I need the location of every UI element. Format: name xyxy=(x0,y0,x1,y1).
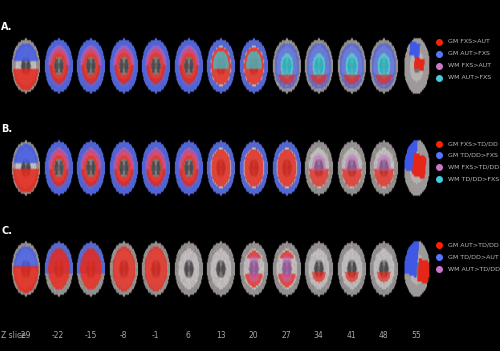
Text: A.: A. xyxy=(1,22,12,32)
Text: -22: -22 xyxy=(52,331,64,340)
Text: -1: -1 xyxy=(152,331,160,340)
Text: 20: 20 xyxy=(248,331,258,340)
Text: B.: B. xyxy=(1,124,12,134)
Text: WM AUT>TD/DD: WM AUT>TD/DD xyxy=(448,267,500,272)
Text: 34: 34 xyxy=(314,331,324,340)
Text: -15: -15 xyxy=(84,331,96,340)
Text: GM TD/DD>AUT: GM TD/DD>AUT xyxy=(448,255,498,260)
Text: GM FXS>AUT: GM FXS>AUT xyxy=(448,39,490,44)
Text: -29: -29 xyxy=(19,331,32,340)
Text: WM FXS>AUT: WM FXS>AUT xyxy=(448,63,490,68)
Text: 48: 48 xyxy=(379,331,388,340)
Text: GM TD/DD>FXS: GM TD/DD>FXS xyxy=(448,153,498,158)
Text: 41: 41 xyxy=(346,331,356,340)
Text: WM AUT>FXS: WM AUT>FXS xyxy=(448,75,490,80)
Text: 13: 13 xyxy=(216,331,226,340)
Text: 6: 6 xyxy=(186,331,190,340)
Text: Z slice: Z slice xyxy=(1,331,26,340)
Text: WM FXS>TD/DD: WM FXS>TD/DD xyxy=(448,165,498,170)
Text: GM FXS>TD/DD: GM FXS>TD/DD xyxy=(448,141,498,146)
Text: GM AUT>TD/DD: GM AUT>TD/DD xyxy=(448,243,498,248)
Text: C.: C. xyxy=(1,226,12,236)
Text: -8: -8 xyxy=(120,331,127,340)
Text: 55: 55 xyxy=(412,331,421,340)
Text: WM TD/DD>FXS: WM TD/DD>FXS xyxy=(448,177,498,182)
Text: GM AUT>FXS: GM AUT>FXS xyxy=(448,51,490,56)
Text: 27: 27 xyxy=(281,331,290,340)
